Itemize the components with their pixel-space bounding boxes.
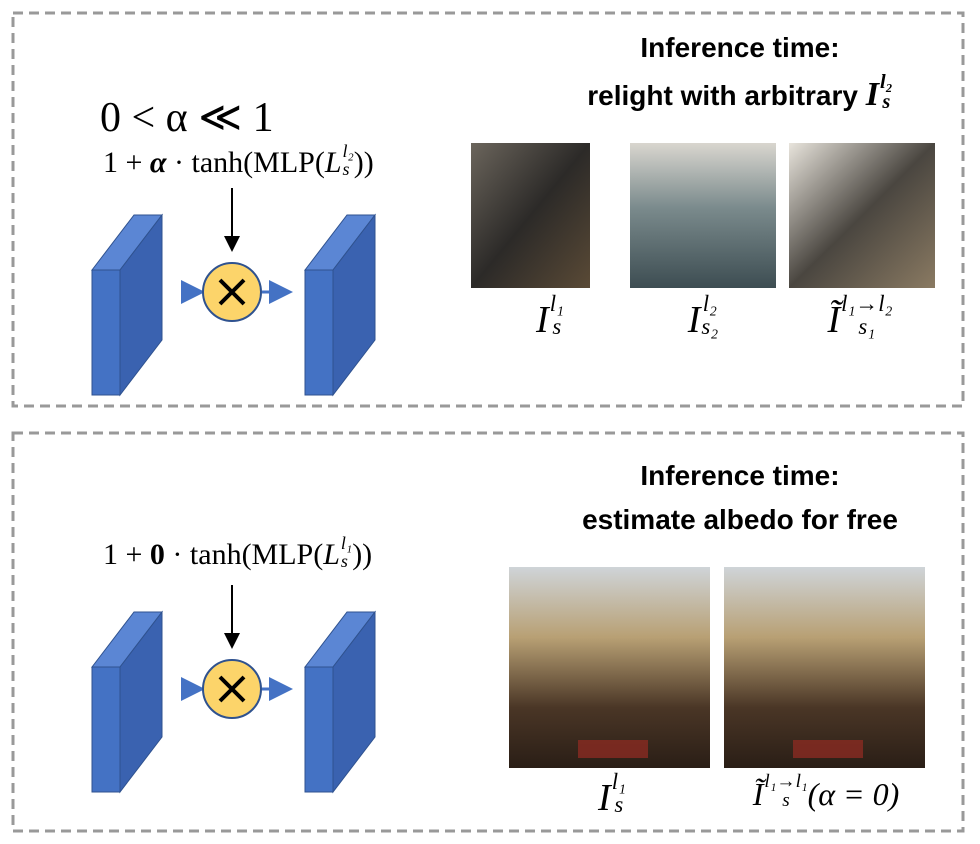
math-sup: l₁→l₂ xyxy=(841,291,893,317)
math-scripts: l₂ s₂ xyxy=(701,293,719,340)
heading-line: estimate albedo for free xyxy=(582,504,898,535)
math-scripts: l₁→l₁ s xyxy=(764,772,807,812)
photo-detail xyxy=(793,740,863,758)
math-base: Ĩ xyxy=(827,299,841,341)
heading-line: relight with arbitrary xyxy=(587,80,866,111)
photo xyxy=(630,143,776,288)
photo-detail xyxy=(578,740,648,758)
photo xyxy=(789,143,935,288)
block-pair xyxy=(90,188,377,397)
math-sup: l₁ xyxy=(611,769,626,795)
formula-part: )) xyxy=(352,538,373,571)
block-pair xyxy=(90,585,377,794)
heading: Inference time: estimate albedo for free xyxy=(520,460,960,536)
photo xyxy=(471,143,590,288)
formula-part: 1 + xyxy=(103,538,150,571)
panel-border xyxy=(11,11,965,408)
photo xyxy=(509,567,710,768)
condition: 0 < α ≪ 1 xyxy=(100,95,274,141)
formula-factor: α xyxy=(149,146,167,179)
math-sub: s xyxy=(342,159,350,180)
math-sup: l₁ xyxy=(549,291,564,317)
math-base: L xyxy=(323,538,340,571)
formula-part: · tanh(MLP( xyxy=(164,538,324,571)
math-base: I xyxy=(536,299,549,341)
formula-part: )) xyxy=(353,146,374,179)
heading-line: Inference time: xyxy=(640,32,840,63)
math-sub: s₁ xyxy=(858,314,876,340)
heading: Inference time: relight with arbitrary I… xyxy=(520,32,960,114)
math-sup: l₁ xyxy=(340,533,353,554)
math-sub: s xyxy=(882,91,891,114)
math-sub: s xyxy=(782,790,790,812)
photo xyxy=(724,567,925,768)
panel-border xyxy=(11,431,965,833)
math-base: I xyxy=(687,299,701,341)
math-sup: l₁→l₁ xyxy=(764,771,808,793)
math-scripts: l₁ s xyxy=(550,293,564,340)
math-base: I xyxy=(598,777,611,819)
math-sub: s xyxy=(340,551,348,572)
heading-line: Inference time: xyxy=(640,460,840,491)
formula-part: 1 + xyxy=(103,146,150,179)
math-after: (α = 0) xyxy=(807,776,900,812)
math-base: L xyxy=(324,146,342,179)
math-sub: s xyxy=(614,792,624,818)
math-scripts: l₁ s xyxy=(612,771,626,818)
math-base: Ĩ xyxy=(752,776,764,812)
math-sub: s₂ xyxy=(701,314,719,340)
math-sup: l₂ xyxy=(879,70,893,93)
math-scripts: l₁→l₂ s₁ xyxy=(841,293,892,340)
math-sup: l₂ xyxy=(342,141,354,162)
formula-factor: 0 xyxy=(149,538,165,571)
math-sup: l₂ xyxy=(702,291,717,317)
formula-part: · tanh(MLP( xyxy=(166,146,325,179)
math-base: I xyxy=(865,76,879,113)
math-sub: s xyxy=(552,314,562,340)
